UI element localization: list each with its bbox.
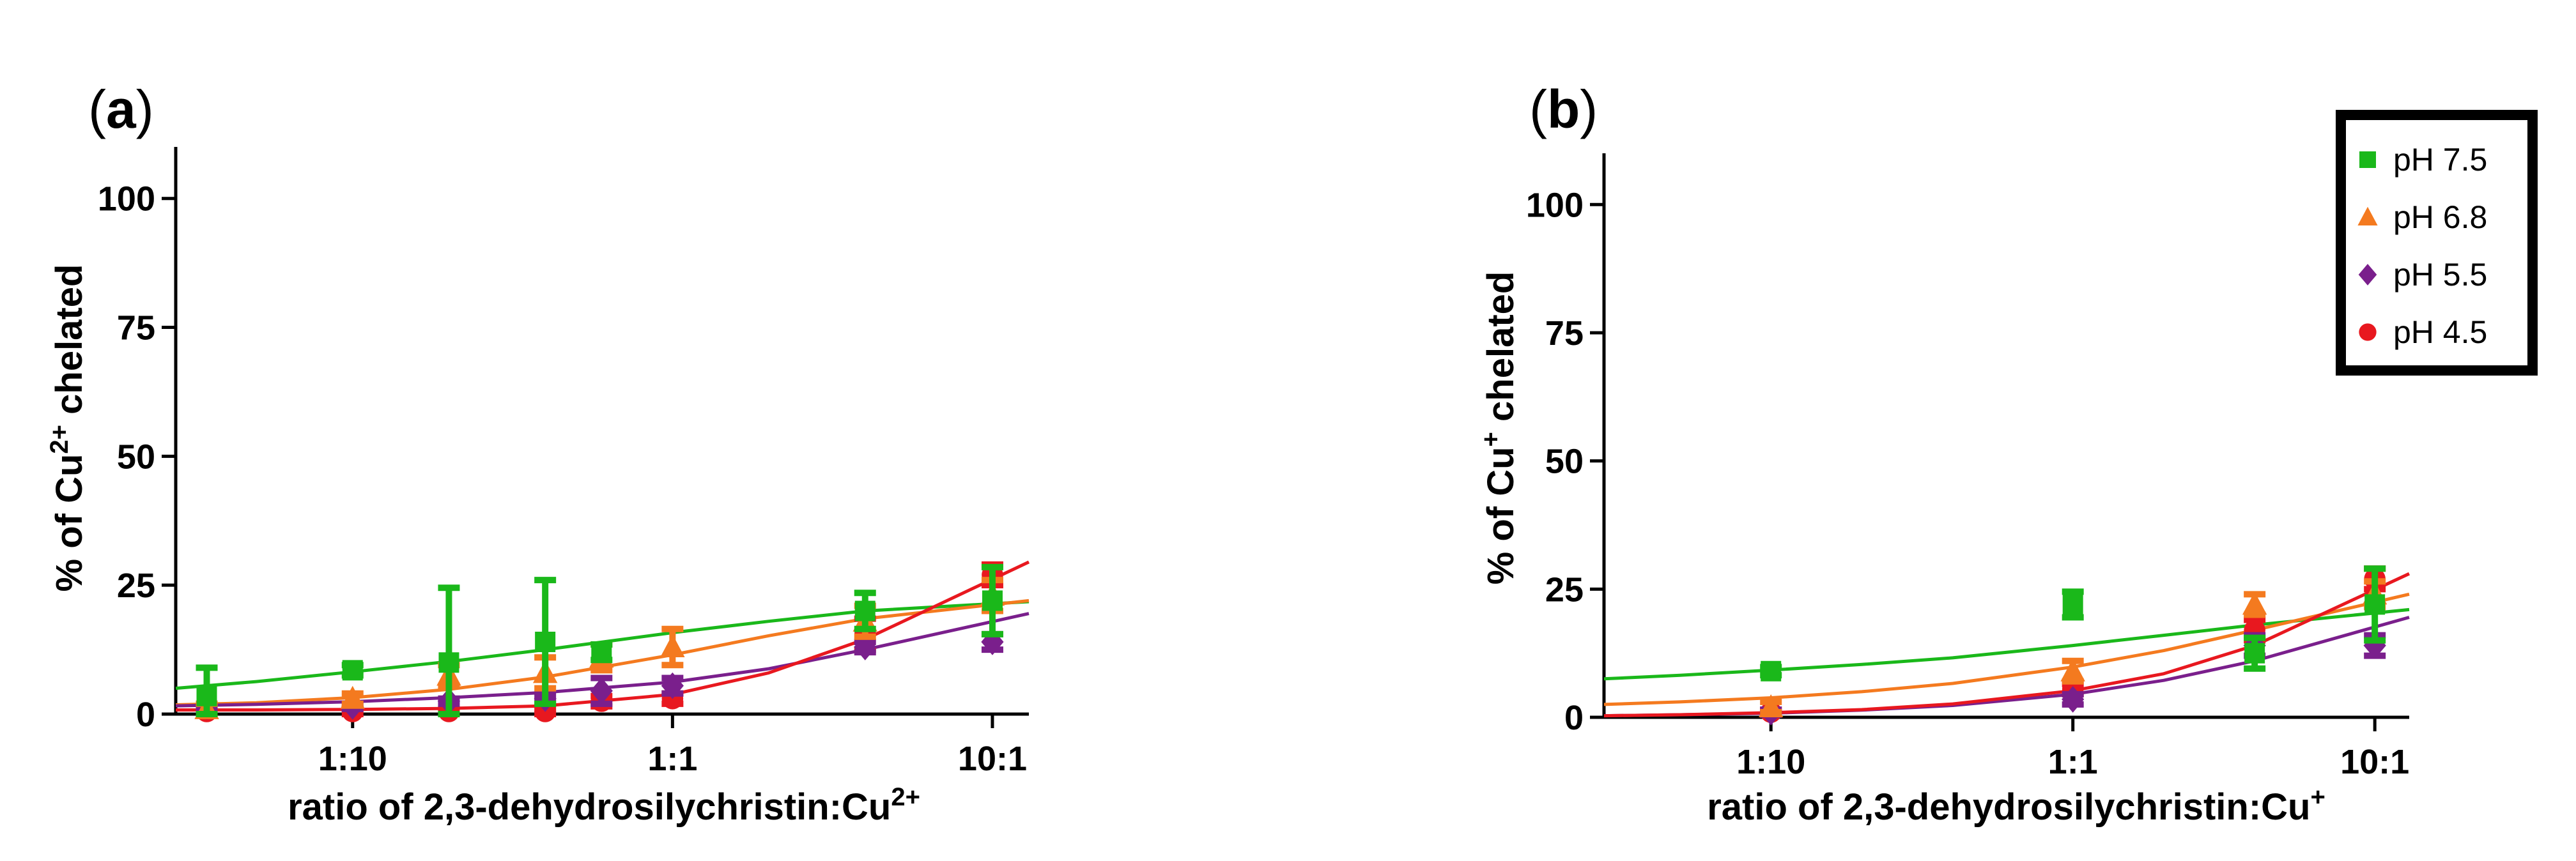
x-axis-title-b-sup: + (2310, 783, 2325, 811)
data-point-pH-6-8-1 (340, 685, 365, 709)
x-tick-label-1:10: 1:10 (1736, 743, 1805, 781)
data-point-pH-7-5-0 (196, 685, 217, 706)
panel-label-b: (b) (1529, 79, 1598, 139)
panel-letter-a: a (106, 79, 137, 139)
error-bar-pH-7-5-2 (438, 584, 460, 717)
y-tick-label-50: 50 (117, 438, 155, 476)
y-tick-label-0: 0 (1564, 699, 1584, 737)
data-point-pH-7-5-3 (535, 631, 556, 652)
legend-label-pH-5-5: pH 5.5 (2393, 257, 2487, 293)
data-point-pH-5-5-4 (590, 677, 613, 705)
y-axis-title-a-tail: chelated (49, 264, 90, 425)
y-tick-label-25: 25 (117, 567, 155, 605)
legend-items: pH 7.5 pH 6.8 pH 5.5 pH 4.5 (2357, 142, 2487, 350)
y-tick-label-0: 0 (136, 696, 155, 734)
legend: pH 7.5 pH 6.8 pH 5.5 pH 4.5 (2336, 110, 2538, 376)
data-point-pH-7-5-5 (854, 600, 875, 621)
legend-marker-pH-4-5 (2359, 323, 2377, 341)
ticks-a: 0 25 50 75 100 1:10 1:1 10:1 (98, 180, 1027, 778)
x-tick-label-1:10: 1:10 (318, 740, 387, 778)
y-axis-title-a: % of Cu2+ chelated (45, 264, 90, 592)
data-point-pH-6-8-1 (2060, 658, 2085, 682)
legend-marker-pH-6-8 (2357, 206, 2378, 225)
data-point-pH-5-5-6 (854, 634, 877, 660)
data-point-pH-7-5-2 (438, 652, 459, 673)
data-point-pH-7-5-1 (342, 660, 363, 681)
x-tick-label-10:1: 10:1 (958, 740, 1027, 778)
fit-curve-pH-6-8 (1603, 592, 2410, 706)
data-point-pH-7-5-2 (2244, 643, 2265, 664)
y-tick-label-100: 100 (1526, 186, 1584, 224)
data-point-pH-6-8-2 (2242, 591, 2267, 615)
legend-marker-pH-5-5 (2358, 264, 2377, 286)
legend-label-pH-7-5: pH 7.5 (2393, 142, 2487, 178)
data-point-pH-5-5-1 (2062, 686, 2085, 713)
legend-marker-pH-7-5 (2359, 151, 2376, 168)
y-axis-title-a-main: % of Cu (49, 454, 90, 592)
data-point-pH-5-5-5 (661, 672, 684, 699)
data-points-b (1759, 565, 2387, 726)
y-tick-label-75: 75 (117, 309, 155, 347)
data-point-pH-7-5-3 (2364, 594, 2386, 615)
data-point-pH-7-5-0 (1761, 660, 1782, 682)
y-axis-title-b-tail: chelated (1480, 271, 1522, 432)
y-axis-title-a-sup: 2+ (45, 425, 73, 454)
x-tick-label-10:1: 10:1 (2340, 743, 2409, 781)
y-axis-title-b-main: % of Cu (1480, 446, 1522, 584)
data-point-pH-7-5-6 (982, 590, 1003, 611)
x-tick-label-1:1: 1:1 (647, 740, 697, 778)
data-point-pH-7-5-4 (591, 642, 612, 663)
panel-label-a: (a) (88, 79, 154, 139)
x-axis-title-a-sup: 2+ (891, 783, 920, 811)
data-point-pH-7-5-1 (2062, 594, 2083, 615)
y-tick-label-50: 50 (1545, 443, 1584, 481)
panel-letter-b: b (1547, 79, 1580, 139)
fit-curves-b (1603, 572, 2410, 718)
data-points-a (194, 561, 1005, 722)
x-axis-title-b-main: ratio of 2,3-dehydrosilychristin:Cu (1707, 786, 2310, 828)
y-tick-label-75: 75 (1545, 314, 1584, 353)
y-axis-title-b: % of Cu+ chelated (1477, 271, 1522, 585)
x-tick-label-1:1: 1:1 (2048, 743, 2098, 781)
fit-curve-pH-4-5 (1603, 572, 2410, 718)
ticks-b: 0 25 50 75 100 1:10 1:1 10:1 (1526, 186, 2409, 781)
x-axis-title-a: ratio of 2,3-dehydrosilychristin:Cu2+ (288, 783, 920, 828)
y-tick-label-100: 100 (98, 180, 155, 218)
fit-curve-pH-7-5 (1603, 607, 2410, 681)
x-axis-title-b: ratio of 2,3-dehydrosilychristin:Cu+ (1707, 783, 2325, 828)
data-point-pH-6-8-5 (660, 634, 685, 658)
y-axis-title-b-sup: + (1477, 432, 1505, 446)
legend-label-pH-4-5: pH 4.5 (2393, 314, 2487, 350)
data-point-pH-6-8-0 (1759, 694, 1784, 717)
legend-label-pH-6-8: pH 6.8 (2393, 199, 2487, 235)
x-axis-title-a-main: ratio of 2,3-dehydrosilychristin:Cu (288, 786, 891, 828)
y-tick-label-25: 25 (1545, 570, 1584, 609)
